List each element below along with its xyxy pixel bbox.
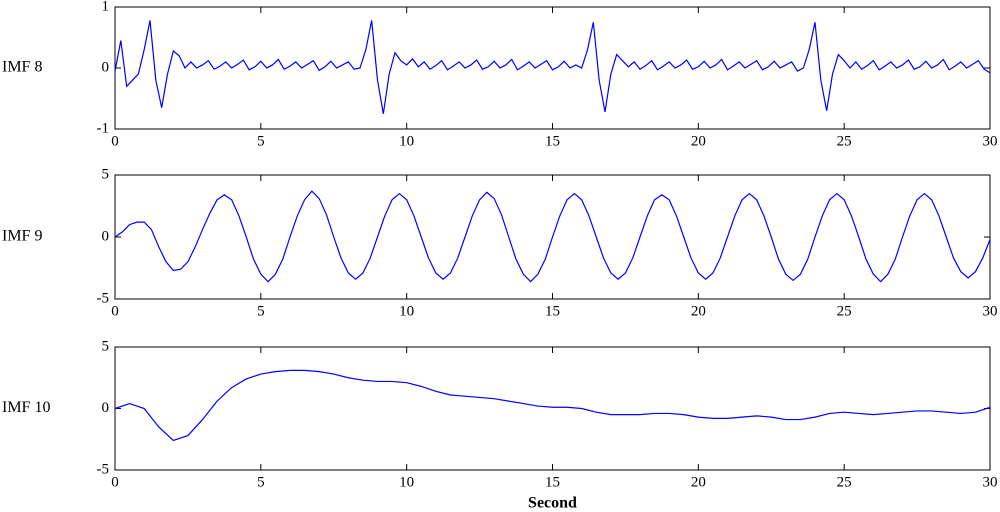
signal-line — [114, 190, 991, 283]
y-axis-label: IMF 8 — [2, 59, 42, 76]
x-tick-label: 15 — [545, 474, 560, 490]
x-tick-label: 20 — [691, 303, 706, 319]
x-tick-label: 25 — [837, 133, 852, 149]
x-tick-label: 25 — [837, 474, 852, 490]
x-tick-label: 30 — [983, 133, 998, 149]
y-axis-label: IMF 10 — [2, 399, 50, 416]
y-tick-label: 1 — [102, 0, 110, 14]
x-tick-label: 0 — [111, 133, 119, 149]
x-tick-label: 0 — [111, 303, 119, 319]
axes-box — [114, 6, 991, 130]
x-tick-label: 10 — [399, 474, 414, 490]
x-tick-label: 10 — [399, 303, 414, 319]
y-axis-label: IMF 9 — [2, 228, 42, 245]
y-tick-label: 5 — [102, 166, 110, 182]
y-tick-label: 0 — [102, 228, 110, 244]
y-tick-label: 0 — [102, 400, 110, 416]
y-tick-label: -5 — [97, 461, 110, 477]
x-axis-label: Second — [528, 495, 577, 512]
x-tick-label: 5 — [257, 474, 265, 490]
signal-line — [114, 369, 991, 442]
x-tick-label: 15 — [545, 303, 560, 319]
x-tick-label: 0 — [111, 474, 119, 490]
y-tick-label: -1 — [97, 120, 110, 136]
y-tick-label: -5 — [97, 290, 110, 306]
x-tick-label: 25 — [837, 303, 852, 319]
y-tick-label: 0 — [102, 59, 110, 75]
y-tick-label: 5 — [102, 338, 110, 354]
x-tick-label: 15 — [545, 133, 560, 149]
x-tick-label: 30 — [983, 474, 998, 490]
axes-box — [114, 346, 991, 471]
x-tick-label: 10 — [399, 133, 414, 149]
x-tick-label: 20 — [691, 133, 706, 149]
x-tick-label: 20 — [691, 474, 706, 490]
signal-line — [114, 20, 991, 114]
x-tick-label: 5 — [257, 133, 265, 149]
x-tick-label: 30 — [983, 303, 998, 319]
x-tick-label: 5 — [257, 303, 265, 319]
